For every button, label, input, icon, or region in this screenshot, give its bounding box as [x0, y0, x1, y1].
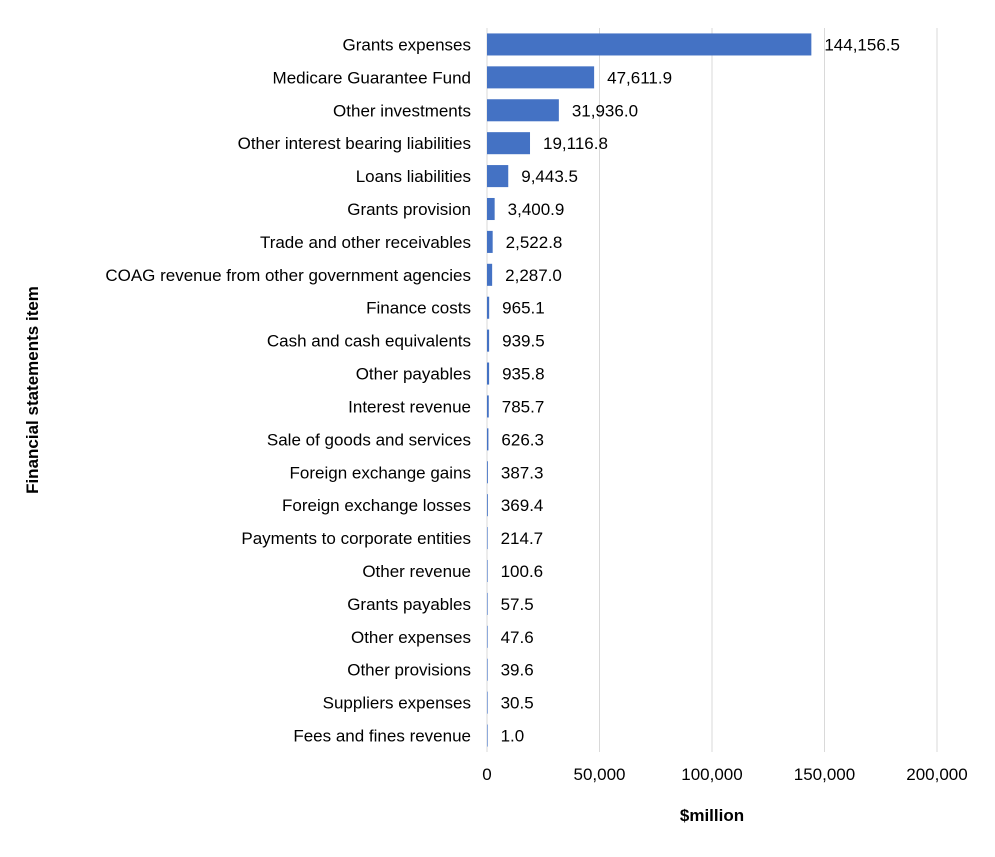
bar: [487, 724, 488, 747]
bar: [487, 263, 493, 286]
x-tick-label: 150,000: [794, 765, 855, 784]
bar: [487, 559, 488, 583]
value-label: 2,522.8: [506, 233, 563, 252]
bar: [487, 296, 490, 319]
value-label: 47.6: [501, 628, 534, 647]
value-label: 47,611.9: [607, 68, 672, 87]
value-label: 785.7: [502, 397, 545, 416]
bar: [487, 461, 488, 484]
bar: [487, 527, 488, 550]
value-label: 2,287.0: [505, 266, 562, 285]
value-label: 9,443.5: [521, 167, 578, 186]
bar: [487, 197, 495, 221]
x-tick-label: 100,000: [681, 765, 742, 784]
value-label: 19,116.8: [543, 134, 608, 153]
category-label: Finance costs: [366, 299, 471, 318]
value-label: 387.3: [501, 463, 544, 482]
category-label: Payments to corporate entities: [241, 529, 471, 548]
bar: [487, 362, 490, 385]
category-label: Grants payables: [347, 595, 471, 614]
category-label: Other revenue: [362, 562, 471, 581]
x-tick-label: 50,000: [574, 765, 626, 784]
value-label: 30.5: [501, 694, 534, 713]
category-label: Grants provision: [347, 200, 471, 219]
category-label: Suppliers expenses: [323, 694, 471, 713]
value-label: 369.4: [501, 496, 544, 515]
bar: [487, 99, 559, 122]
bar: [487, 658, 488, 681]
bar: [487, 428, 489, 451]
category-label: Grants expenses: [342, 35, 471, 54]
x-tick-label: 200,000: [906, 765, 967, 784]
bar: [487, 329, 490, 352]
bar-layer: [487, 33, 812, 747]
label-layer: Grants expenses 144,156.5 Medicare Guarant…: [105, 35, 900, 745]
value-label: 965.1: [502, 299, 545, 318]
category-label: Sale of goods and services: [267, 430, 471, 449]
category-label: Interest revenue: [348, 397, 471, 416]
bar: [487, 165, 509, 188]
x-tick-label: 0: [482, 765, 491, 784]
bar: [487, 592, 488, 615]
category-label: Trade and other receivables: [260, 233, 471, 252]
value-label: 626.3: [501, 430, 544, 449]
category-label: Foreign exchange losses: [282, 496, 471, 515]
value-label: 214.7: [501, 529, 544, 548]
value-label: 39.6: [501, 661, 534, 680]
bar: [487, 691, 488, 714]
bar: [487, 33, 812, 56]
value-label: 935.8: [502, 365, 545, 384]
category-label: Other investments: [333, 101, 471, 120]
bar: [487, 230, 493, 253]
category-label: Other expenses: [351, 628, 471, 647]
category-label: Fees and fines revenue: [293, 727, 471, 746]
category-label: Medicare Guarantee Fund: [273, 68, 471, 87]
tick-layer: 0 50,000 100,000 150,000 200,000: [482, 765, 967, 784]
bar: [487, 132, 531, 155]
value-label: 1.0: [501, 727, 525, 746]
x-axis-title: $million: [680, 806, 744, 825]
value-label: 939.5: [502, 332, 545, 351]
category-label: Other payables: [356, 365, 471, 384]
category-label: Loans liabilities: [356, 167, 471, 186]
value-label: 57.5: [501, 595, 534, 614]
category-label: Cash and cash equivalents: [267, 332, 471, 351]
value-label: 31,936.0: [572, 101, 638, 120]
bar: [487, 66, 595, 89]
value-label: 144,156.5: [824, 35, 900, 54]
bar: [487, 395, 489, 418]
bar: [487, 625, 488, 648]
bar: [487, 494, 488, 517]
value-label: 100.6: [501, 562, 544, 581]
value-label: 3,400.9: [508, 200, 565, 219]
category-label: COAG revenue from other government agenc…: [105, 266, 471, 285]
y-axis-title: Financial statements item: [23, 286, 42, 494]
category-label: Foreign exchange gains: [290, 463, 471, 482]
category-label: Other interest bearing liabilities: [238, 134, 471, 153]
category-label: Other provisions: [347, 661, 471, 680]
